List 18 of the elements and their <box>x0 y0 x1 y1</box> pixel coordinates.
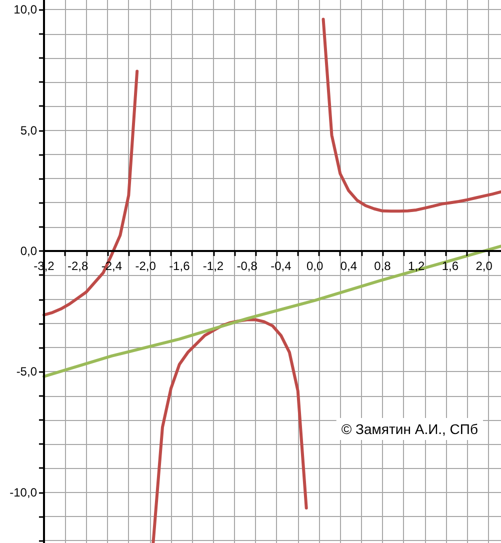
x-tick-label: 0,0 <box>306 258 324 273</box>
y-tick-label: -10,0 <box>10 485 38 500</box>
y-tick-label: -5,0 <box>16 364 38 379</box>
y-tick-label: 10,0 <box>14 2 38 17</box>
x-tick-label: 0,4 <box>340 258 358 273</box>
y-tick-label: 0,0 <box>20 244 38 258</box>
x-tick-label: -0,8 <box>236 258 258 273</box>
x-tick-label: 0,8 <box>374 258 392 273</box>
x-tick-label: 1,6 <box>442 258 459 273</box>
x-tick-label: -0,4 <box>270 258 292 273</box>
x-tick-label: -1,6 <box>169 258 190 273</box>
x-tick-label: -2,0 <box>135 258 156 273</box>
y-tick-label: 5,0 <box>20 123 38 138</box>
x-tick-label: 1,2 <box>408 258 426 273</box>
x-tick-label: -2,8 <box>68 258 89 273</box>
annotation: © Замятин А.И., СПб <box>341 421 478 437</box>
x-tick-label: -1,2 <box>202 258 224 273</box>
x-tick-label: 2,0 <box>476 258 493 273</box>
